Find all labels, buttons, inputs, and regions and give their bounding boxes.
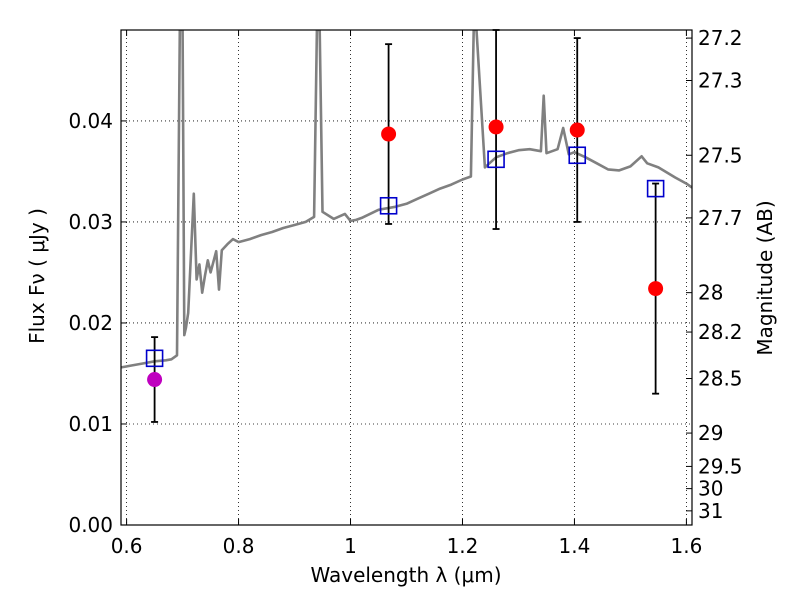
plot-frame (120, 29, 693, 526)
x-tick-label: 1 (344, 534, 357, 558)
model-square (379, 196, 398, 215)
model-square (487, 150, 505, 169)
data-point (488, 119, 504, 135)
right-tick-label: 28 (698, 281, 723, 305)
x-tick-label: 1.6 (670, 534, 702, 558)
grid-lines (121, 30, 692, 526)
right-tick-label: 31 (698, 499, 723, 523)
right-tick-label: 29 (698, 421, 723, 445)
y-tick-label: 0.04 (68, 109, 113, 133)
data-point (381, 126, 397, 142)
tick-labels: 0.6 0.8 1 1.2 1.4 1.6 0.00 0.01 0.02 0.03 0.04 27.2… (68, 26, 742, 558)
y-tick-label: 0.01 (68, 412, 113, 436)
model-square (568, 146, 587, 165)
model-square (646, 179, 665, 198)
markers (145, 119, 665, 388)
y-right-axis-label: Magnitude (AB) (753, 200, 777, 355)
y-tick-label: 0.02 (68, 311, 113, 335)
right-tick-label: 29.5 (698, 454, 743, 478)
right-tick-label: 27.7 (698, 206, 743, 230)
model-square (145, 349, 164, 368)
axis-ticks (121, 30, 692, 526)
right-tick-label: 30 (698, 477, 723, 501)
right-tick-label: 27.5 (698, 143, 743, 167)
right-tick-label: 27.2 (698, 26, 743, 50)
y-axis-label: Flux Fν ( μJy ) (25, 208, 49, 344)
data-point (147, 372, 163, 388)
x-axis-label: Wavelength λ (μm) (310, 563, 501, 587)
right-tick-label: 27.3 (698, 69, 743, 93)
x-tick-label: 0.6 (111, 534, 143, 558)
x-tick-label: 0.8 (223, 534, 255, 558)
x-tick-label: 1.4 (559, 534, 591, 558)
y-tick-label: 0.00 (68, 513, 113, 537)
y-tick-label: 0.03 (68, 210, 113, 234)
right-tick-label: 28.5 (698, 367, 743, 391)
x-tick-label: 1.2 (447, 534, 479, 558)
data-point (648, 281, 664, 297)
spectrum-layer (121, 30, 692, 369)
error-bars (151, 29, 660, 423)
spectrum-line (121, 30, 692, 369)
right-tick-label: 28.2 (698, 320, 743, 344)
data-point (569, 122, 585, 138)
